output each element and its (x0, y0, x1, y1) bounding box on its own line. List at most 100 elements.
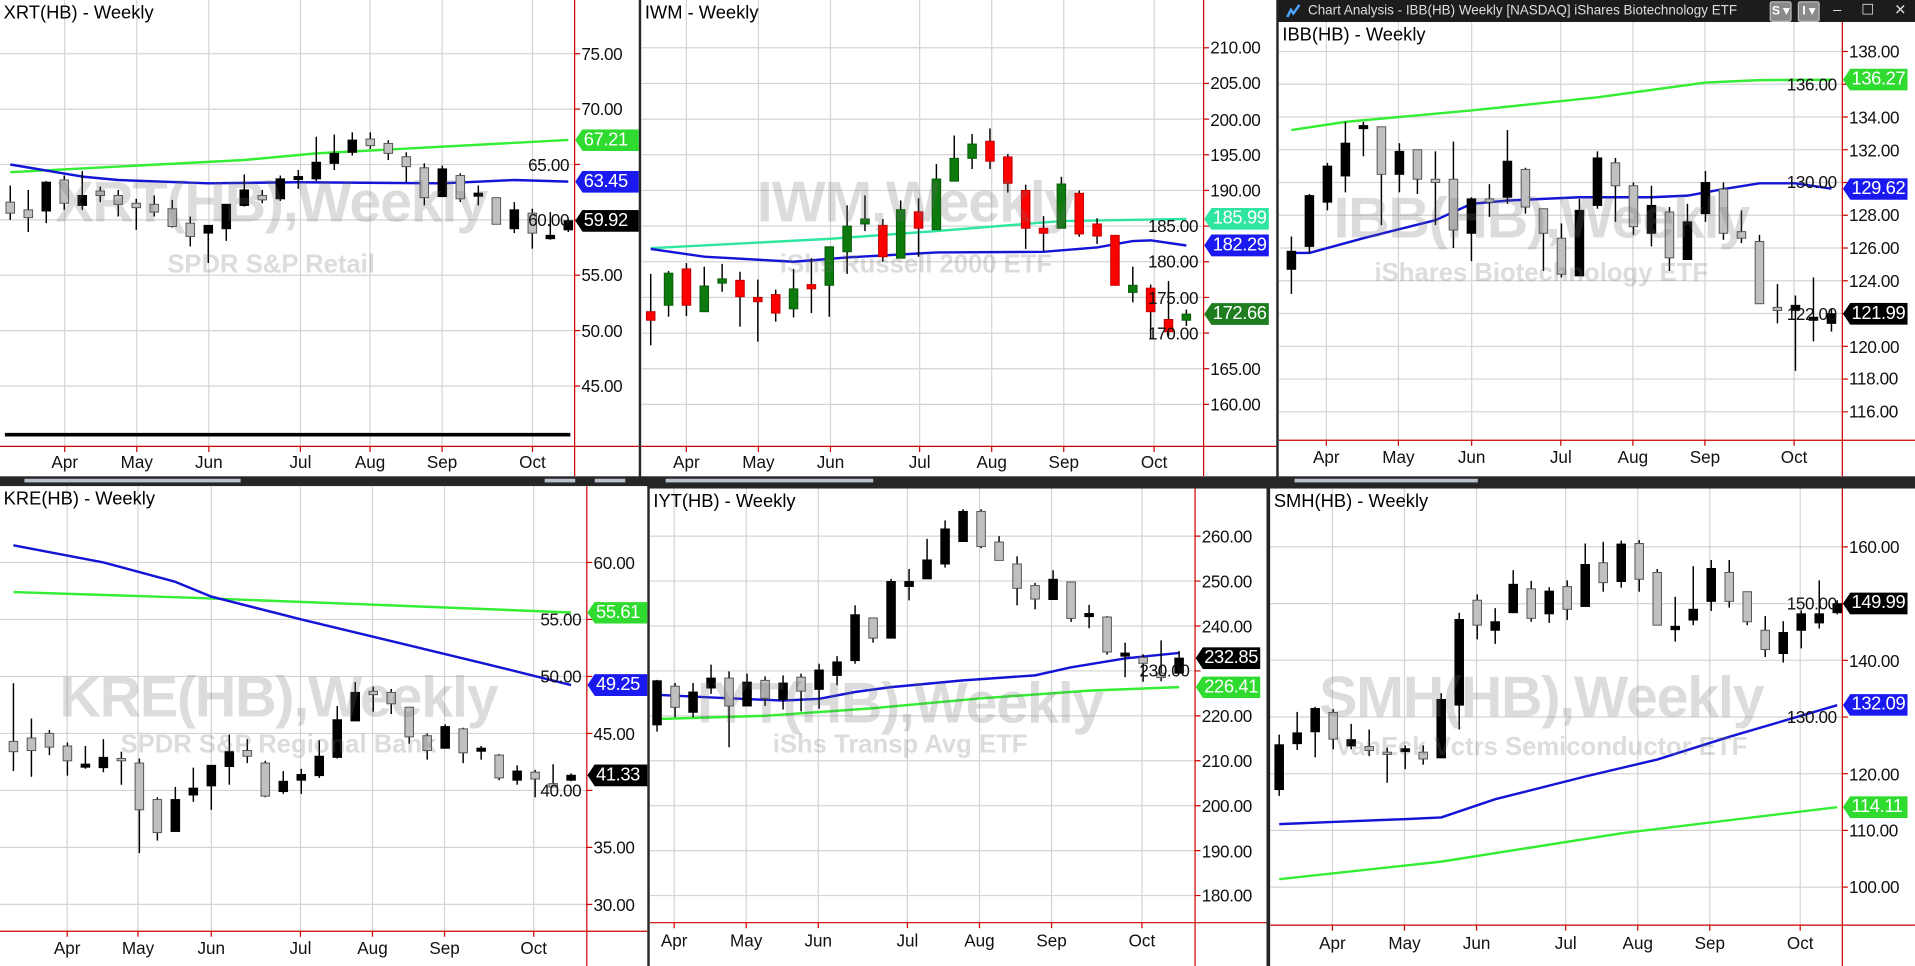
candle-body (419, 167, 430, 199)
candle-body (1292, 732, 1302, 745)
maximize-icon[interactable]: ☐ (1861, 1, 1875, 19)
chart-panel-kre[interactable]: KRE(HB) - Weekly KRE(HB),Weekly SPDR S&P … (0, 486, 648, 966)
candle-body (566, 774, 576, 781)
candle-body (77, 194, 88, 206)
candle (221, 203, 232, 241)
candle-body (886, 581, 896, 639)
candle-body (735, 279, 745, 298)
candle (1092, 218, 1102, 244)
candle (652, 679, 662, 732)
candle (1430, 151, 1441, 226)
candle (62, 742, 73, 776)
candle (224, 734, 235, 785)
candle (5, 185, 16, 220)
candle-body (1760, 629, 1771, 651)
horizontal-scrollbar-thumb[interactable] (1294, 478, 1478, 483)
candle-body (1003, 156, 1013, 184)
candle (1484, 184, 1495, 217)
chart-panel-xrt[interactable]: XRT(HB) - Weekly XRT(HB),Weekly SPDR S&P … (0, 0, 639, 477)
candle (940, 520, 950, 568)
candlestick-chart (0, 486, 648, 966)
candle-body (293, 176, 304, 181)
candle (41, 181, 52, 224)
candle (645, 273, 656, 346)
candle (566, 773, 576, 782)
candle (735, 271, 745, 327)
candle-body (1598, 562, 1608, 584)
x-axis-month-label: Apr (1319, 933, 1346, 953)
candle (850, 605, 860, 664)
candle-body (224, 751, 235, 767)
candlestick-chart (0, 0, 639, 477)
candle (1520, 167, 1531, 214)
candle-body (1156, 672, 1166, 679)
candle-body (806, 284, 817, 290)
candle-body (1472, 599, 1482, 626)
candle-body (494, 754, 504, 779)
candle-body (940, 528, 950, 565)
candle-body (742, 681, 752, 707)
candle-body (1502, 160, 1513, 198)
chart-panel-iwm[interactable]: IWM - Weekly IWM,Weekly iShs Russell 2000… (641, 0, 1277, 477)
candle-body (860, 218, 870, 225)
candle (842, 205, 852, 274)
candle-body (131, 202, 142, 209)
candle-body (1616, 543, 1626, 582)
y-axis-tick-label: 70.00 (581, 99, 623, 119)
candle-body (476, 747, 486, 752)
s-menu-button[interactable]: S ▾ (1769, 1, 1792, 22)
chart-title: KRE(HB) - Weekly (3, 488, 155, 510)
chart-panel-smh[interactable]: SMH(HB) - Weekly SMH(HB),Weekly VanEck Vc… (1270, 488, 1915, 966)
chart-app-icon (1286, 4, 1301, 18)
chart-panel-ibb[interactable]: IBB(HB) - Weekly IBB(HB),Weekly iShares B… (1278, 21, 1915, 477)
x-axis-month-label: Aug (1622, 933, 1653, 953)
candle-body (1304, 195, 1315, 247)
horizontal-scrollbar-thumb[interactable] (24, 478, 241, 483)
candle (1706, 559, 1716, 611)
candle-body (134, 762, 145, 811)
candle (1472, 594, 1482, 640)
candle (994, 536, 1004, 561)
candle (1778, 621, 1789, 663)
y-axis-tick-label: 150.00 (1786, 593, 1837, 614)
x-axis-month-label: May (1382, 446, 1415, 467)
candle (1700, 171, 1711, 222)
window-title: Chart Analysis - IBB(HB) Weekly [NASDAQ]… (1308, 3, 1738, 19)
x-axis-month-label: Jul (908, 451, 931, 472)
candle-body (1310, 708, 1320, 733)
candle (1346, 723, 1356, 750)
candle-body (976, 510, 986, 547)
candle (1340, 121, 1351, 193)
candle-body (850, 614, 860, 662)
candle (80, 745, 91, 769)
candle-body (1556, 237, 1567, 275)
candle (1814, 580, 1825, 629)
candle (293, 170, 304, 189)
x-axis-month-label: Oct (519, 451, 546, 472)
y-axis-tick-label: 126.00 (1849, 238, 1900, 258)
candle (1466, 197, 1477, 262)
minimize-icon[interactable]: – (1833, 1, 1842, 19)
candle-body (931, 178, 942, 231)
candle-body (1646, 204, 1657, 234)
scrollbar-button[interactable] (544, 478, 576, 483)
scrollbar-button[interactable] (594, 478, 626, 483)
horizontal-scrollbar-thumb[interactable] (665, 478, 874, 483)
candle (1012, 556, 1022, 606)
candle-body (1038, 227, 1049, 234)
x-axis-month-label: Jun (197, 937, 226, 958)
candle (868, 617, 878, 643)
candle (895, 200, 906, 259)
chart-panel-iyt[interactable]: IYT(HB) - Weekly IYT(HB),Weekly iShs Tran… (649, 488, 1267, 966)
candle (1376, 126, 1387, 226)
y-axis-tick-label: 120.00 (1849, 763, 1900, 784)
candle-body (1020, 189, 1031, 229)
candle-body (706, 677, 716, 689)
moving-average-line (1279, 704, 1838, 826)
i-menu-button[interactable]: I ▾ (1797, 1, 1820, 22)
candle (753, 279, 763, 342)
price-label-badge: 63.45 (575, 170, 639, 193)
moving-average-line (656, 651, 1180, 702)
y-axis-tick-label: 124.00 (1849, 270, 1900, 291)
close-icon[interactable]: ✕ (1894, 1, 1907, 19)
